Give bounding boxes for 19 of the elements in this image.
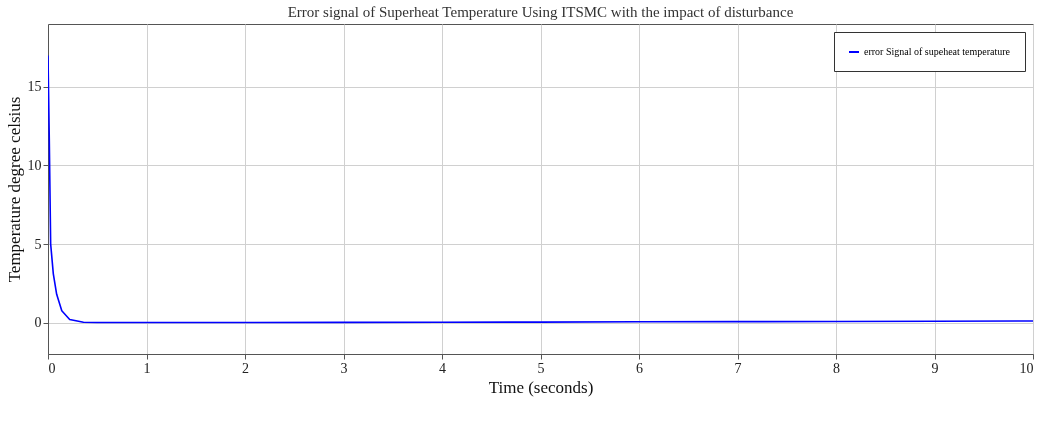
x-tick-label: 10: [1019, 360, 1034, 376]
x-tick-label: 2: [242, 360, 249, 376]
x-tick-label: 5: [537, 360, 545, 376]
x-tick-label: 3: [340, 360, 348, 376]
x-tick-label: 8: [833, 360, 840, 376]
x-tick-label: 1: [143, 360, 151, 376]
x-tick-label: 6: [636, 360, 643, 376]
x-tick-label: 7: [734, 360, 742, 376]
x-tick-label: 9: [931, 360, 939, 376]
y-axis-title: Temperature degree celsius: [4, 96, 24, 283]
y-tick-label: 15: [27, 79, 42, 95]
legend-label: error Signal of supeheat temperature: [864, 46, 1011, 57]
y-tick-label: 10: [27, 157, 42, 173]
y-tick-label: 5: [34, 236, 42, 252]
y-tick-label: 0: [34, 315, 42, 331]
x-axis-title: Time (seconds): [488, 377, 594, 397]
x-tick-label: 4: [439, 360, 446, 376]
x-tick-label: 0: [48, 360, 56, 376]
chart-title: Error signal of Superheat Temperature Using ITSMC with the impact of disturbance: [287, 4, 794, 20]
